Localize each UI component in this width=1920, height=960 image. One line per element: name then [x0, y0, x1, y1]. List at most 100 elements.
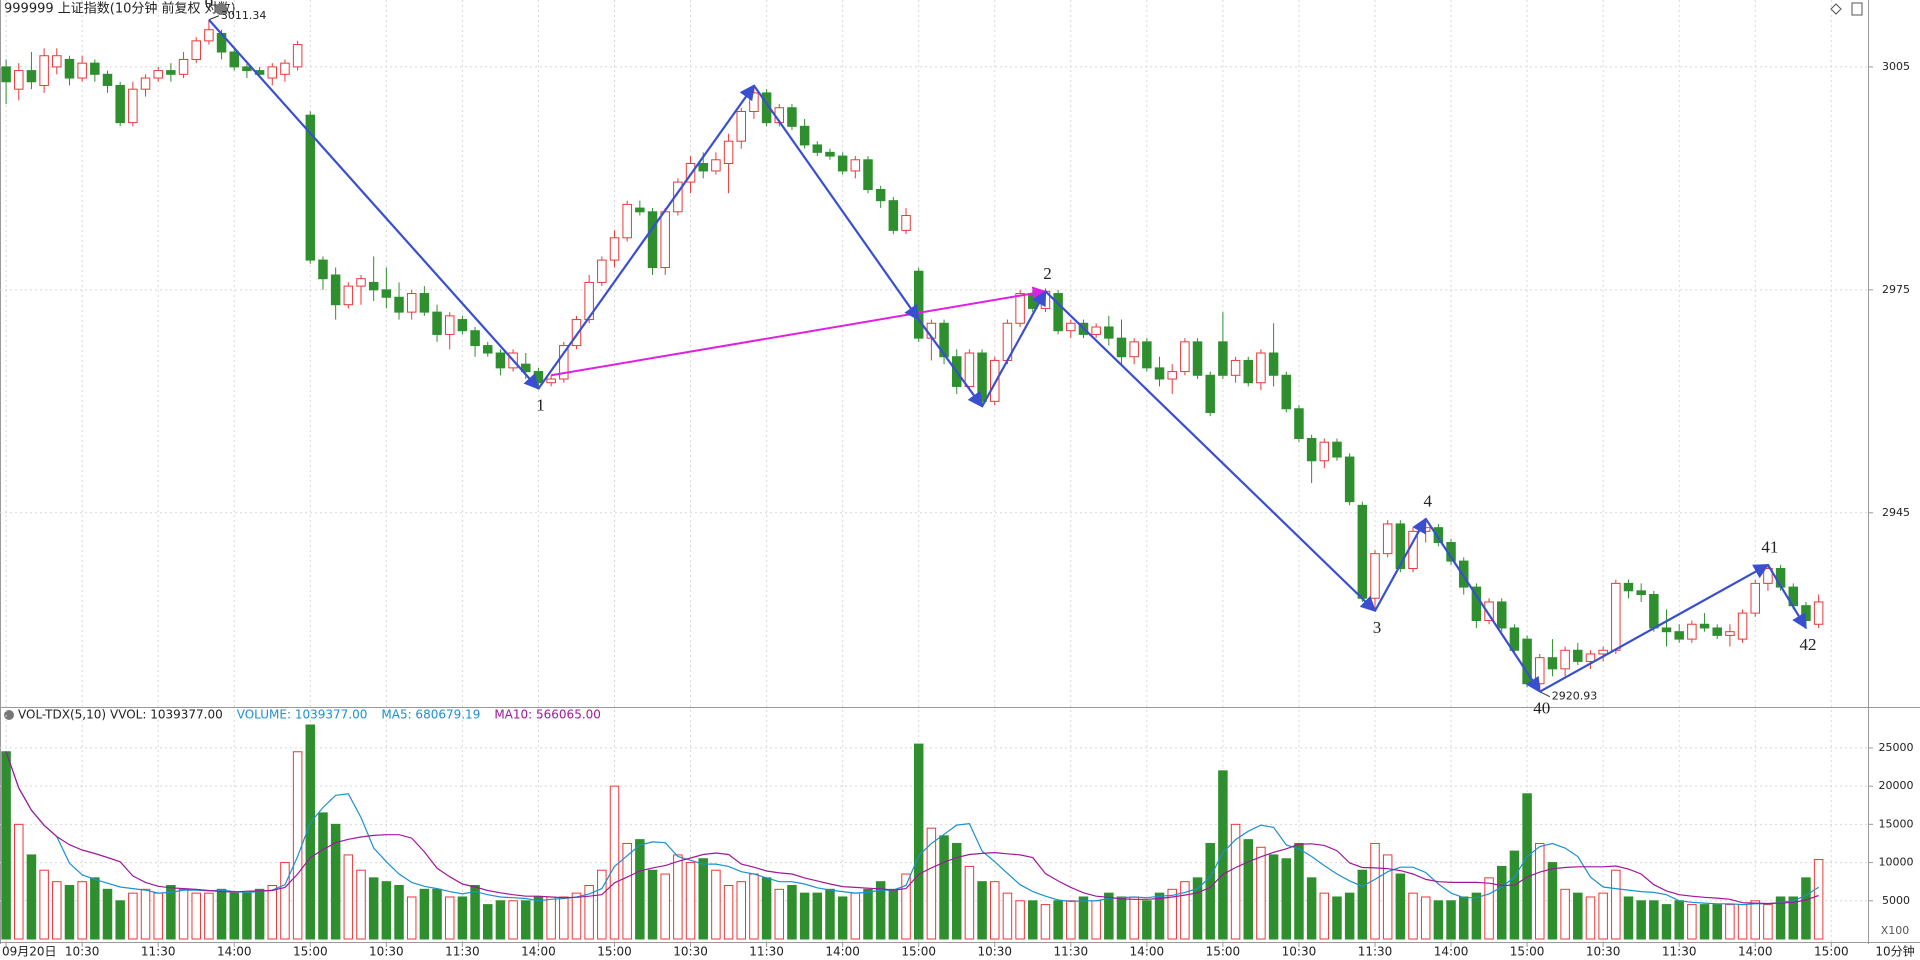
volume-bar [1268, 854, 1279, 940]
x-tick-label: 11:30 [141, 945, 176, 959]
candle-body [77, 62, 87, 79]
volume-bar [1788, 896, 1799, 940]
vol-header: MA5: 680679.19 [381, 708, 480, 722]
x-tick-label: 11:30 [445, 945, 480, 959]
volume-bar [825, 888, 835, 940]
volume-bar [254, 888, 265, 940]
candle-body [1129, 341, 1139, 358]
volume-bar [635, 839, 645, 940]
volume-bar [723, 885, 734, 940]
x-tick-label: 15:00 [1814, 945, 1849, 959]
candle-body [875, 189, 886, 202]
candle-body [1395, 523, 1406, 570]
ma-line [5, 751, 1819, 906]
candle-body [850, 159, 861, 172]
candle-body [1687, 623, 1697, 640]
volume-bar [305, 724, 316, 940]
candle-body [1268, 352, 1279, 376]
x-tick-label: 14:00 [217, 945, 252, 959]
volume-bar [1104, 892, 1114, 940]
volume-bar [1281, 858, 1292, 940]
zigzag-label: 41 [1761, 538, 1778, 557]
volume-bar [280, 862, 290, 940]
y-tick-label: 10000 [1879, 856, 1914, 869]
volume-bar [647, 869, 658, 940]
volume-bar [1180, 881, 1190, 940]
candle-body [1104, 326, 1114, 339]
candle-body [318, 259, 328, 280]
volume-bar [1813, 859, 1824, 940]
volume-bar [1509, 850, 1520, 940]
x-tick-label: 11:30 [1054, 945, 1089, 959]
candle-body [457, 319, 468, 332]
volume-bar [736, 881, 746, 940]
candle-body [343, 285, 354, 306]
volume-bar [1547, 862, 1558, 940]
diamond-icon[interactable] [1830, 3, 1842, 15]
volume-bar [432, 888, 442, 940]
candle-body [749, 92, 759, 112]
extreme-pointer [1539, 691, 1550, 698]
x-tick-label: 15:00 [901, 945, 936, 959]
volume-bar [799, 892, 810, 940]
zigzag-label: 3 [1373, 618, 1382, 637]
vol-header: MA10: 566065.00 [494, 708, 601, 722]
volume-bar [1687, 904, 1697, 940]
volume-bar [191, 892, 201, 940]
vol-menu-icon[interactable] [4, 710, 14, 720]
unit-label: X100 [1881, 924, 1910, 937]
candle-body [1319, 441, 1330, 462]
candle-body [1585, 653, 1596, 662]
volume-bar [673, 854, 683, 940]
candle-body [660, 211, 670, 269]
candle-body [1547, 657, 1558, 670]
volume-bar [1408, 892, 1418, 940]
candle-body [1699, 623, 1710, 629]
volume-bar [571, 892, 582, 940]
candle-body [1, 66, 11, 83]
candle-body [990, 359, 1000, 402]
volume-bar [837, 896, 848, 940]
candle-body [1458, 560, 1469, 588]
candle-body [1801, 605, 1811, 622]
volume-bar [812, 892, 823, 940]
candle-body [292, 44, 303, 68]
candle-body [1218, 341, 1228, 376]
volume-bar [597, 869, 607, 940]
candle-body [368, 281, 379, 291]
volume-bar [267, 885, 278, 940]
volume-bar [1192, 877, 1203, 940]
volume-bar [660, 873, 670, 940]
volume-bar [1332, 896, 1342, 940]
x-tick-label: 15:00 [1206, 945, 1241, 959]
x-tick-label: 10:30 [1282, 945, 1317, 959]
candle-body [609, 237, 620, 261]
volume-bar [1002, 892, 1013, 940]
volume-bar [140, 888, 151, 940]
volume-bar [356, 869, 366, 940]
title-menu-icon[interactable] [215, 3, 227, 15]
volume-bar [1091, 900, 1101, 940]
candle-body [787, 107, 797, 127]
candle-body [939, 322, 949, 358]
vol-header: VOLUME: 1039377.00 [237, 708, 368, 722]
candle-body [1484, 601, 1494, 622]
volume-bar [1129, 896, 1139, 940]
panel-icon[interactable] [1851, 2, 1863, 16]
chart-title: 999999 上证指数(10分钟 前复权 对数) [4, 1, 236, 17]
x-tick-label: 10:30 [673, 945, 708, 959]
candle-body [901, 215, 911, 231]
volume-bar [888, 888, 899, 940]
volume-bar [1446, 900, 1456, 940]
candle-body [622, 203, 632, 239]
candle-body [1598, 649, 1608, 655]
candle-body [1256, 352, 1266, 384]
x-tick-label: 09月20日 [2, 945, 57, 959]
candle-body [913, 270, 924, 339]
candle-body [1344, 456, 1355, 503]
candle-body [204, 29, 214, 42]
volume-bar [381, 881, 392, 940]
candle-body [1243, 359, 1253, 384]
zigzag-label: 2 [1043, 264, 1052, 283]
